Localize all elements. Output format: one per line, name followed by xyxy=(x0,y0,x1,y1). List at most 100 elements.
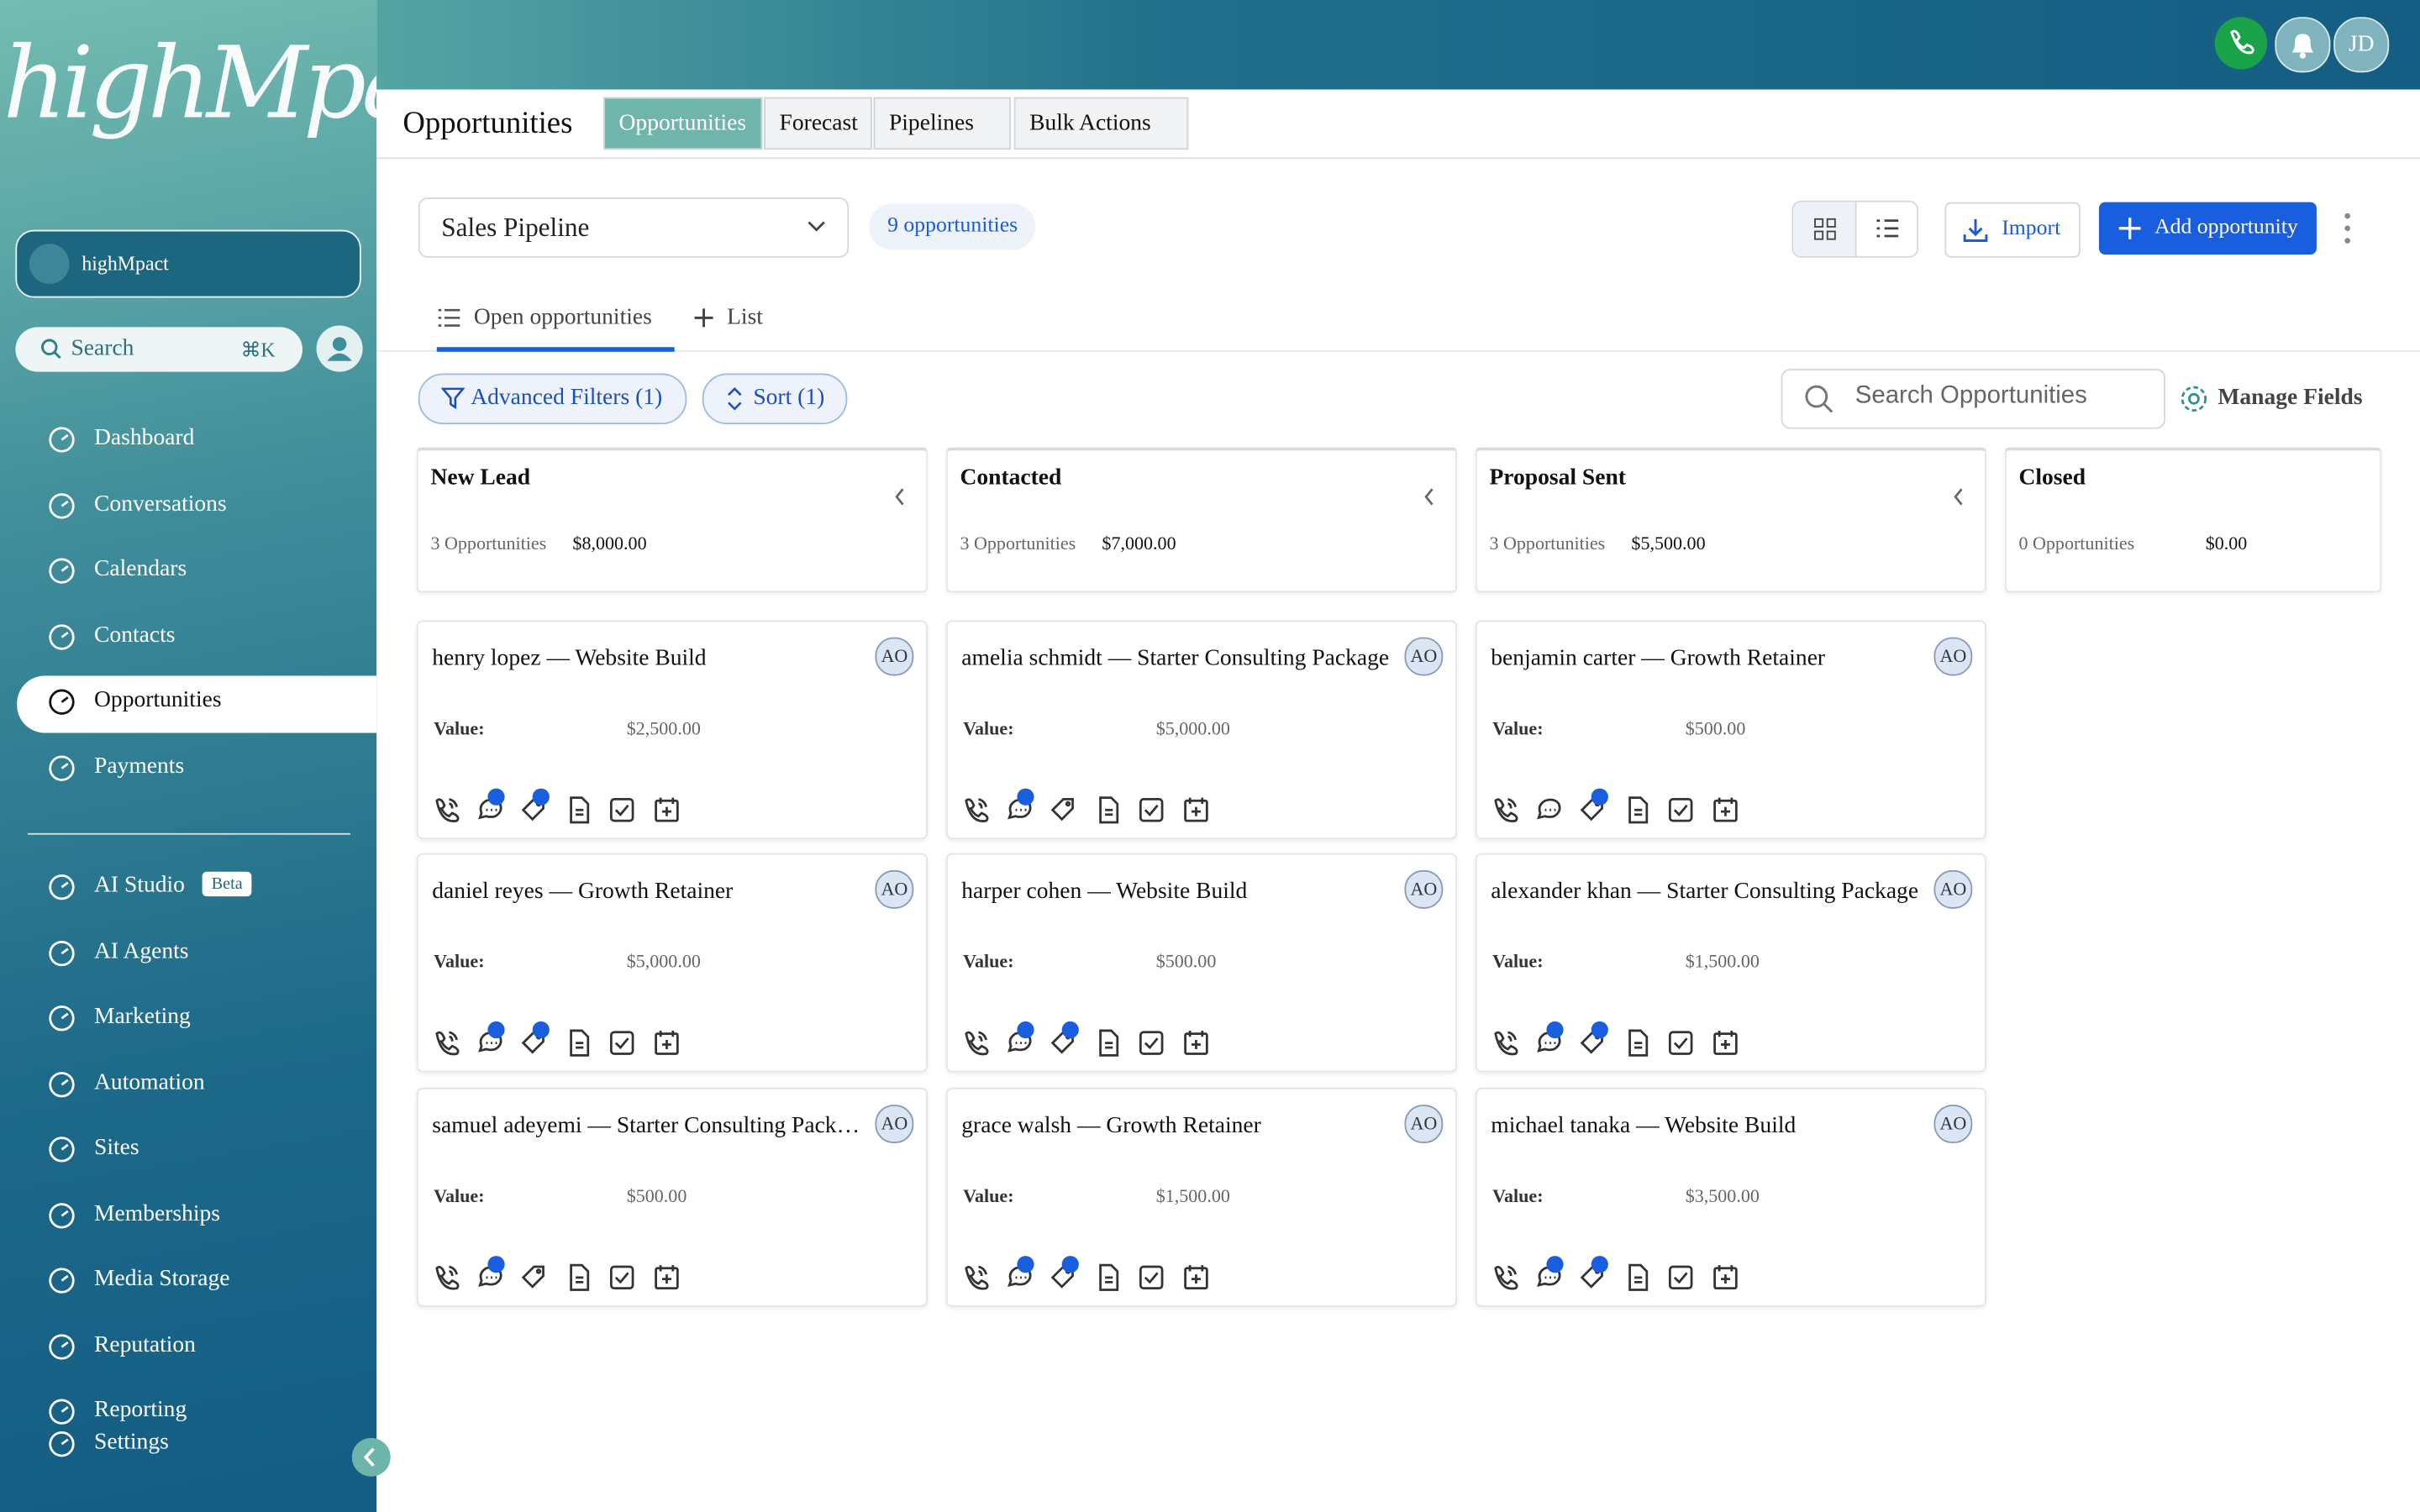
nav-label[interactable]: AI Studio xyxy=(94,873,185,898)
card-action xyxy=(518,1262,550,1293)
icon-shape xyxy=(654,1032,678,1055)
icon-shape xyxy=(60,1340,69,1347)
filters-label: Advanced Filters (1) xyxy=(471,386,663,411)
list-view-button[interactable] xyxy=(1854,202,1917,256)
nav-badge: Beta xyxy=(202,871,252,897)
nav-label[interactable]: Opportunities xyxy=(94,688,222,713)
account-switcher[interactable]: highMpact xyxy=(15,229,361,298)
icon-shape xyxy=(49,1005,75,1032)
opportunity-card[interactable]: amelia schmidt — Starter Consulting Pack… xyxy=(945,620,1457,840)
add-opportunity-button[interactable]: Add opportunity xyxy=(2098,202,2317,255)
nav-label[interactable]: Contacts xyxy=(94,622,176,648)
user-icon xyxy=(327,337,352,361)
nav-label[interactable]: Media Storage xyxy=(94,1266,230,1292)
tag-indicator xyxy=(532,788,550,806)
nav-label[interactable]: Automation xyxy=(94,1069,205,1095)
search-opportunities[interactable]: Search Opportunities xyxy=(1781,368,2165,429)
notifications-button[interactable] xyxy=(2275,17,2331,73)
gear-icon xyxy=(2181,386,2207,412)
card-action-svg xyxy=(1139,1265,1164,1290)
nav-label[interactable]: Payments xyxy=(94,753,185,779)
opportunity-card[interactable]: grace walsh — Growth Retainer AO Value: $1,… xyxy=(945,1087,1457,1307)
collapse-button[interactable] xyxy=(351,1437,391,1477)
icon-shape xyxy=(327,353,352,361)
chat-indicator xyxy=(1546,1021,1564,1039)
icon-shape xyxy=(614,1037,629,1050)
pipeline-select[interactable]: Sales Pipeline xyxy=(418,197,850,258)
page-tab[interactable]: Opportunities xyxy=(603,97,763,150)
view-tab[interactable]: Open opportunities xyxy=(436,301,675,352)
nav-label[interactable]: Conversations xyxy=(94,491,227,517)
column-total: $8,000.00 xyxy=(572,532,647,554)
opportunity-card[interactable]: henry lopez — Website Build AO Value: $2,50… xyxy=(416,620,928,840)
card-action xyxy=(1665,1262,1697,1293)
opportunity-card[interactable]: samuel adeyemi — Starter Consulting Pack… xyxy=(416,1087,928,1307)
nav-label[interactable]: Reputation xyxy=(94,1332,196,1357)
card-action-svg xyxy=(1183,1265,1207,1290)
sort-button[interactable]: Sort (1) xyxy=(702,373,848,425)
user-avatar[interactable]: JD xyxy=(2333,17,2390,73)
owner-avatar: AO xyxy=(1404,1105,1444,1144)
nav-icon xyxy=(46,1200,80,1233)
card-value: $3,500.00 xyxy=(1685,1184,1760,1207)
card-action xyxy=(1180,1027,1211,1058)
shortcut: ⌘K xyxy=(240,338,276,361)
icon-shape xyxy=(1187,1265,1203,1284)
nav-label[interactable]: Calendars xyxy=(94,557,187,582)
search[interactable]: Search ⌘K xyxy=(15,327,303,372)
icon-shape xyxy=(60,631,69,638)
card-action xyxy=(650,1027,681,1058)
opportunity-card[interactable]: harper cohen — Website Build AO Value: $500… xyxy=(945,853,1457,1073)
icon-shape xyxy=(521,1265,544,1289)
add-label: Add opportunity xyxy=(2154,216,2298,239)
collapse-column-svg xyxy=(1954,488,1963,506)
icon-shape xyxy=(2291,34,2314,53)
icon-shape xyxy=(441,387,465,410)
page-tab[interactable]: Bulk Actions xyxy=(1013,97,1189,150)
opportunity-card[interactable]: michael tanaka — Website Build AO Value: $3… xyxy=(1475,1087,1986,1307)
opportunity-card[interactable]: alexander khan — Starter Consulting Pack… xyxy=(1475,853,1986,1073)
page-tab[interactable]: Pipelines xyxy=(873,97,1012,150)
filters-button[interactable]: Advanced Filters (1) xyxy=(418,373,687,425)
card-action xyxy=(1489,795,1520,826)
value-label: Value: xyxy=(434,1184,485,1207)
icon-shape xyxy=(654,1267,678,1290)
icon-shape xyxy=(60,1406,69,1413)
nav-label[interactable]: AI Agents xyxy=(94,938,189,964)
nav-label[interactable]: Dashboard xyxy=(94,425,195,451)
icon-shape xyxy=(1183,799,1207,822)
more-menu[interactable] xyxy=(2337,210,2359,247)
column-name: New Lead xyxy=(430,465,531,491)
opportunity-card[interactable]: benjamin carter — Growth Retainer AO Value… xyxy=(1475,620,1986,840)
icon-shape xyxy=(1144,804,1159,816)
collapse-column-svg xyxy=(895,488,904,506)
icon-shape xyxy=(978,1265,988,1277)
nav-label[interactable]: Marketing xyxy=(94,1004,191,1030)
phone-button[interactable] xyxy=(2214,17,2268,70)
card-action-svg xyxy=(1668,798,1693,822)
nav-label[interactable]: Reporting xyxy=(94,1398,187,1423)
opportunity-card[interactable]: daniel reyes — Growth Retainer AO Value: $5… xyxy=(416,853,928,1073)
nav-label[interactable]: Sites xyxy=(94,1135,139,1161)
owner-avatar: AO xyxy=(1933,1105,1973,1144)
icon-shape xyxy=(575,1042,583,1049)
card-action-svg xyxy=(569,1029,589,1057)
icon-shape xyxy=(60,881,69,889)
sort-label: Sort (1) xyxy=(753,386,825,411)
card-value: $5,000.00 xyxy=(1155,717,1230,739)
page-tab[interactable]: Forecast xyxy=(764,97,872,150)
grid-view-button[interactable] xyxy=(1793,202,1855,256)
icon-shape xyxy=(654,799,678,822)
icon-shape xyxy=(569,1029,589,1057)
import-button[interactable]: Import xyxy=(1944,202,2081,258)
nav-label[interactable]: Settings xyxy=(94,1430,169,1456)
icon-shape xyxy=(449,1031,459,1042)
user-button[interactable] xyxy=(316,325,363,372)
nav-label[interactable]: Memberships xyxy=(94,1200,221,1226)
chat-indicator xyxy=(487,788,505,806)
nav-item-active[interactable] xyxy=(17,675,377,733)
nav-icon-svg xyxy=(49,940,75,966)
collapse-column xyxy=(1417,481,1441,506)
icon-shape xyxy=(978,1031,988,1042)
